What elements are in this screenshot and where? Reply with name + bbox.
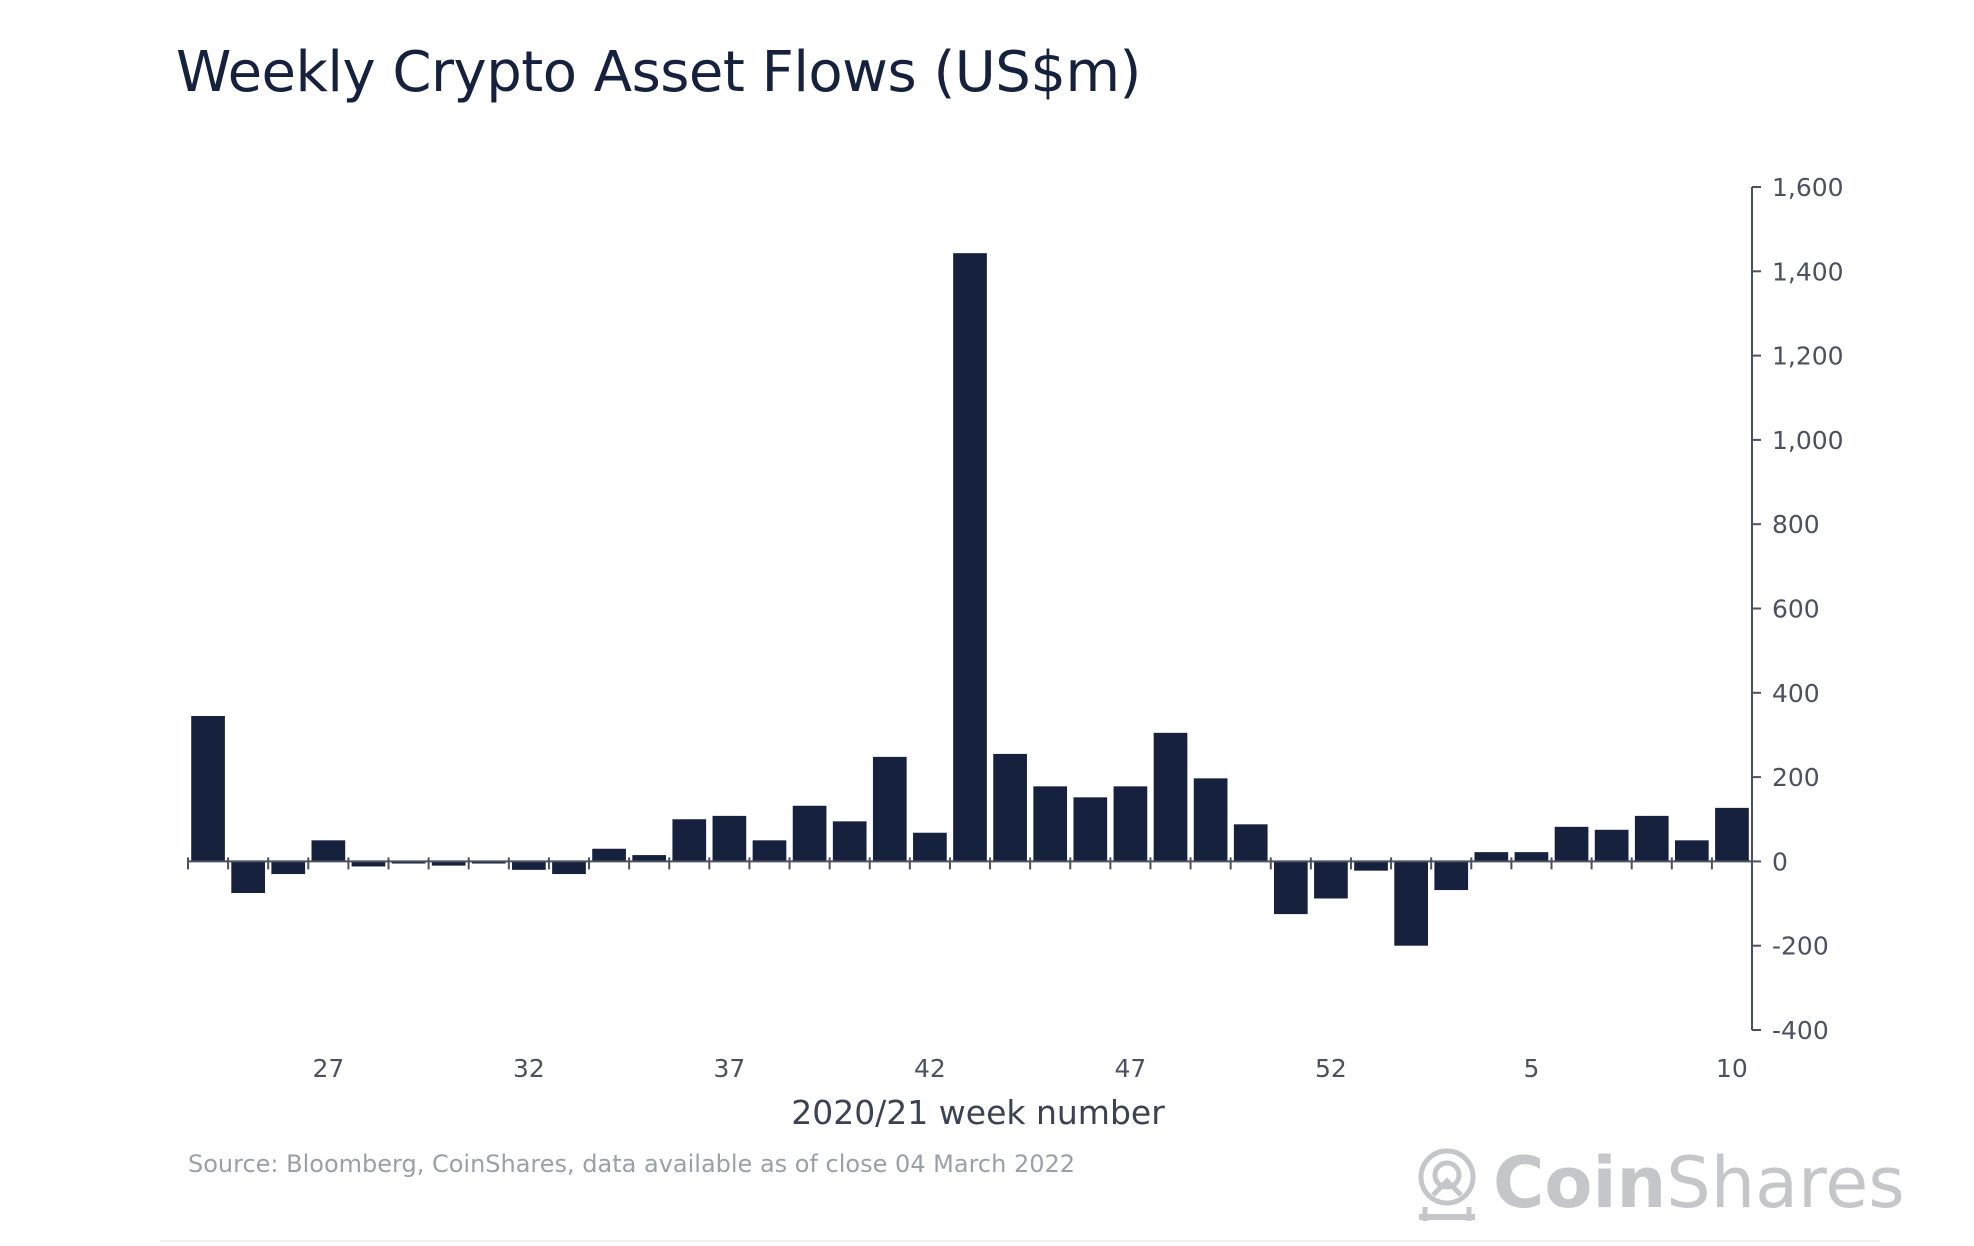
brand-logo: CoinShares bbox=[1415, 1138, 1905, 1228]
bar-week-26 bbox=[271, 861, 306, 875]
bar-week-6 bbox=[1554, 826, 1589, 862]
bar-week-47 bbox=[1113, 786, 1148, 862]
axes-group bbox=[187, 186, 1761, 1031]
y-tick-label: 1,600 bbox=[1772, 173, 1844, 202]
bar-week-27 bbox=[311, 840, 346, 862]
bar-week-29 bbox=[391, 861, 426, 864]
bars-group bbox=[191, 253, 1749, 946]
bar-week-42 bbox=[913, 832, 947, 862]
bar-week-31 bbox=[471, 861, 506, 864]
x-tick-label: 10 bbox=[1716, 1054, 1748, 1083]
x-tick-label: 5 bbox=[1523, 1054, 1539, 1083]
bar-week-46 bbox=[1073, 797, 1108, 862]
x-tick-label: 42 bbox=[914, 1054, 946, 1083]
x-axis-title: 2020/21 week number bbox=[791, 1093, 1165, 1132]
chart-title: Weekly Crypto Asset Flows (US$m) bbox=[176, 40, 1141, 105]
bar-week-50 bbox=[1233, 824, 1268, 862]
bar-week-10 bbox=[1715, 807, 1749, 862]
bar-week-49 bbox=[1193, 778, 1228, 862]
x-tick-label: 37 bbox=[713, 1054, 745, 1083]
bar-week-44 bbox=[993, 753, 1027, 862]
bar-week-36 bbox=[672, 819, 707, 862]
x-tick-label: 52 bbox=[1315, 1054, 1347, 1083]
bar-week-34 bbox=[592, 848, 626, 862]
brand-name-part2: Shares bbox=[1666, 1142, 1905, 1224]
y-tick-label: 800 bbox=[1772, 510, 1820, 539]
brand-name-part1: Coin bbox=[1493, 1142, 1667, 1224]
bar-week-2 bbox=[1394, 861, 1428, 946]
bar-week-1 bbox=[1354, 861, 1388, 871]
x-tick-label: 47 bbox=[1115, 1054, 1147, 1083]
y-tick-label: 600 bbox=[1772, 595, 1820, 624]
x-tick-label: 27 bbox=[312, 1054, 344, 1083]
x-tick-label: 32 bbox=[513, 1054, 545, 1083]
bar-week-48 bbox=[1153, 732, 1188, 862]
y-tick-label: 1,400 bbox=[1772, 257, 1844, 286]
bar-week-5 bbox=[1514, 852, 1549, 862]
bar-week-52 bbox=[1314, 861, 1348, 899]
bar-week-35 bbox=[632, 855, 667, 862]
bar-week-40 bbox=[832, 821, 867, 862]
bar-week-51 bbox=[1273, 861, 1308, 915]
bar-week-7 bbox=[1594, 829, 1629, 862]
y-tick-label: 200 bbox=[1772, 763, 1820, 792]
bar-week-45 bbox=[1033, 786, 1068, 862]
bottom-divider bbox=[160, 1240, 1880, 1242]
y-tick-label: -400 bbox=[1772, 1016, 1829, 1045]
y-tick-label: 400 bbox=[1772, 679, 1820, 708]
bar-week-38 bbox=[752, 840, 787, 862]
bar-week-30 bbox=[431, 861, 466, 866]
y-tick-label: -200 bbox=[1772, 932, 1829, 961]
bar-week-8 bbox=[1634, 815, 1669, 862]
bar-week-9 bbox=[1675, 840, 1709, 862]
y-tick-label: 1,000 bbox=[1772, 426, 1844, 455]
coinshares-logo-icon bbox=[1418, 1148, 1476, 1221]
bar-week-25 bbox=[231, 861, 265, 894]
brand-name: CoinShares bbox=[1493, 1142, 1905, 1224]
bar-week-3 bbox=[1434, 861, 1469, 891]
bar-week-24 bbox=[191, 715, 225, 862]
bar-week-37 bbox=[712, 815, 747, 862]
source-note: Source: Bloomberg, CoinShares, data avai… bbox=[188, 1150, 1076, 1178]
tick-labels-group: 1,600 1,400 1,200 1,000 800 600 400 200 0 -200 -40… bbox=[312, 173, 1843, 1132]
bar-week-43 bbox=[953, 253, 987, 862]
bar-week-32 bbox=[512, 861, 546, 870]
bar-week-33 bbox=[552, 861, 586, 875]
bar-week-39 bbox=[792, 805, 827, 862]
bar-week-4 bbox=[1474, 852, 1509, 862]
y-tick-label: 0 bbox=[1772, 847, 1788, 876]
bar-week-41 bbox=[872, 756, 907, 862]
bar-week-28 bbox=[351, 861, 386, 867]
y-tick-label: 1,200 bbox=[1772, 342, 1844, 371]
